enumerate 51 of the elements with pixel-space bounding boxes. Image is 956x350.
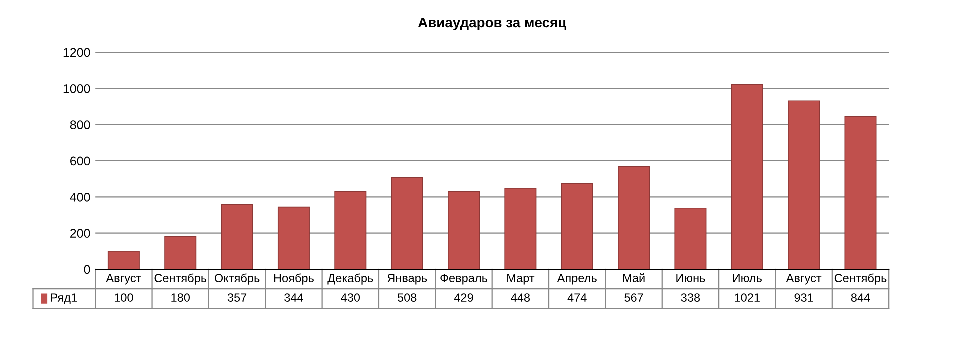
bar bbox=[221, 204, 254, 270]
y-tick-label: 400 bbox=[70, 192, 90, 202]
y-tick-label: 1200 bbox=[64, 48, 90, 58]
bar bbox=[448, 192, 480, 270]
bar bbox=[844, 116, 877, 270]
data-label: 180 bbox=[172, 294, 190, 302]
bar bbox=[561, 183, 594, 270]
data-label: 344 bbox=[284, 294, 304, 302]
bar bbox=[618, 166, 650, 270]
x-tick-label: Октябрь bbox=[214, 274, 260, 285]
x-tick-label: Ноябрь bbox=[274, 274, 314, 285]
x-tick-label: Сентябрь bbox=[154, 274, 207, 285]
bar bbox=[788, 100, 820, 270]
bar bbox=[334, 191, 367, 270]
data-label: 100 bbox=[114, 294, 134, 302]
data-label: 430 bbox=[341, 294, 360, 302]
x-tick-label: Январь bbox=[388, 274, 428, 285]
data-label: 474 bbox=[568, 294, 587, 302]
bar bbox=[108, 250, 140, 270]
data-label: 429 bbox=[454, 294, 474, 302]
x-tick-label: Февраль bbox=[440, 274, 488, 285]
x-tick-label: Июль bbox=[733, 274, 762, 282]
x-tick-label: Сентябрь bbox=[834, 274, 887, 285]
bar bbox=[391, 177, 424, 270]
data-label: 931 bbox=[794, 294, 814, 302]
bar bbox=[164, 236, 197, 270]
bar bbox=[278, 206, 310, 270]
x-tick-label: Июнь bbox=[676, 274, 706, 282]
x-tick-label: Апрель bbox=[557, 274, 597, 285]
y-tick-label: 1000 bbox=[64, 84, 90, 94]
chart-title: Авиаударов за месяц bbox=[418, 18, 567, 30]
y-tick-label: 600 bbox=[70, 156, 90, 166]
y-tick-label: 0 bbox=[84, 265, 90, 274]
data-label: 567 bbox=[624, 294, 644, 302]
x-tick-label: Август bbox=[106, 274, 142, 285]
x-tick-label: Август bbox=[786, 274, 822, 285]
data-label: 1021 bbox=[735, 294, 760, 302]
x-tick-label: Март bbox=[508, 274, 535, 285]
bar bbox=[674, 208, 707, 270]
bar bbox=[504, 188, 537, 270]
y-tick-label: 800 bbox=[70, 120, 90, 130]
data-label: 508 bbox=[398, 294, 417, 302]
x-tick-label: Декабрь bbox=[328, 274, 374, 285]
data-label: 448 bbox=[511, 294, 530, 302]
x-tick-label: Май bbox=[623, 274, 645, 282]
y-tick-label: 200 bbox=[70, 229, 90, 238]
data-label: 357 bbox=[228, 294, 247, 302]
legend-label: Ряд1 bbox=[51, 294, 78, 304]
bar bbox=[731, 84, 764, 270]
data-label: 338 bbox=[681, 294, 700, 302]
data-label: 844 bbox=[851, 294, 870, 302]
